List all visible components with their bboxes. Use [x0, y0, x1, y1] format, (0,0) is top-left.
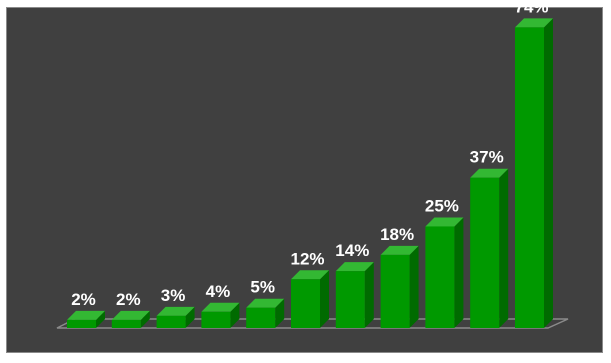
bar — [515, 18, 553, 328]
data-label: 5% — [250, 278, 275, 297]
bar-side — [140, 310, 150, 328]
data-label: 2% — [116, 290, 141, 309]
data-label: 37% — [470, 148, 504, 167]
bar-top — [246, 298, 285, 308]
data-label: 4% — [206, 282, 231, 301]
bar-top — [515, 18, 553, 28]
bar-side — [275, 298, 285, 328]
bar-front — [335, 271, 365, 328]
bar — [380, 245, 419, 328]
bar-top — [425, 217, 464, 227]
bar-side — [454, 217, 464, 328]
data-label: 14% — [335, 241, 369, 260]
bar-top — [335, 262, 374, 272]
bar-top — [470, 168, 509, 178]
bar-side — [96, 310, 105, 328]
bar-side — [230, 302, 240, 328]
bar-front — [291, 279, 320, 328]
bar-front — [470, 177, 500, 328]
bar-side — [499, 168, 509, 328]
data-label: 2% — [71, 290, 96, 309]
bar-front — [246, 307, 276, 328]
bar-top — [111, 310, 150, 320]
data-label: 3% — [161, 286, 186, 305]
bar — [470, 168, 509, 328]
bar-side — [320, 270, 329, 328]
data-label: 12% — [290, 249, 324, 268]
bar — [111, 310, 150, 328]
bar-top — [291, 270, 329, 280]
data-label: 25% — [425, 196, 459, 215]
bar — [291, 270, 329, 328]
bar-top — [201, 302, 240, 312]
bar-front — [425, 226, 455, 328]
data-label: 18% — [380, 225, 414, 244]
bar-top — [380, 245, 419, 255]
data-label: 74% — [514, 0, 548, 16]
bar-side — [185, 306, 195, 328]
bar-front — [67, 319, 96, 328]
bar-side — [544, 18, 553, 328]
bar — [67, 310, 105, 328]
bar-side — [409, 245, 419, 328]
bar — [201, 302, 240, 328]
bar-front — [156, 315, 186, 328]
bar — [335, 262, 374, 328]
bar-front — [201, 311, 231, 328]
bar-top — [156, 306, 195, 316]
bar-front — [380, 254, 410, 328]
bar-front — [111, 319, 141, 328]
bar-side — [364, 262, 374, 328]
bar-front — [515, 27, 544, 328]
bar-top — [67, 310, 105, 320]
bar — [156, 306, 195, 328]
bar — [246, 298, 285, 328]
bar — [425, 217, 464, 328]
